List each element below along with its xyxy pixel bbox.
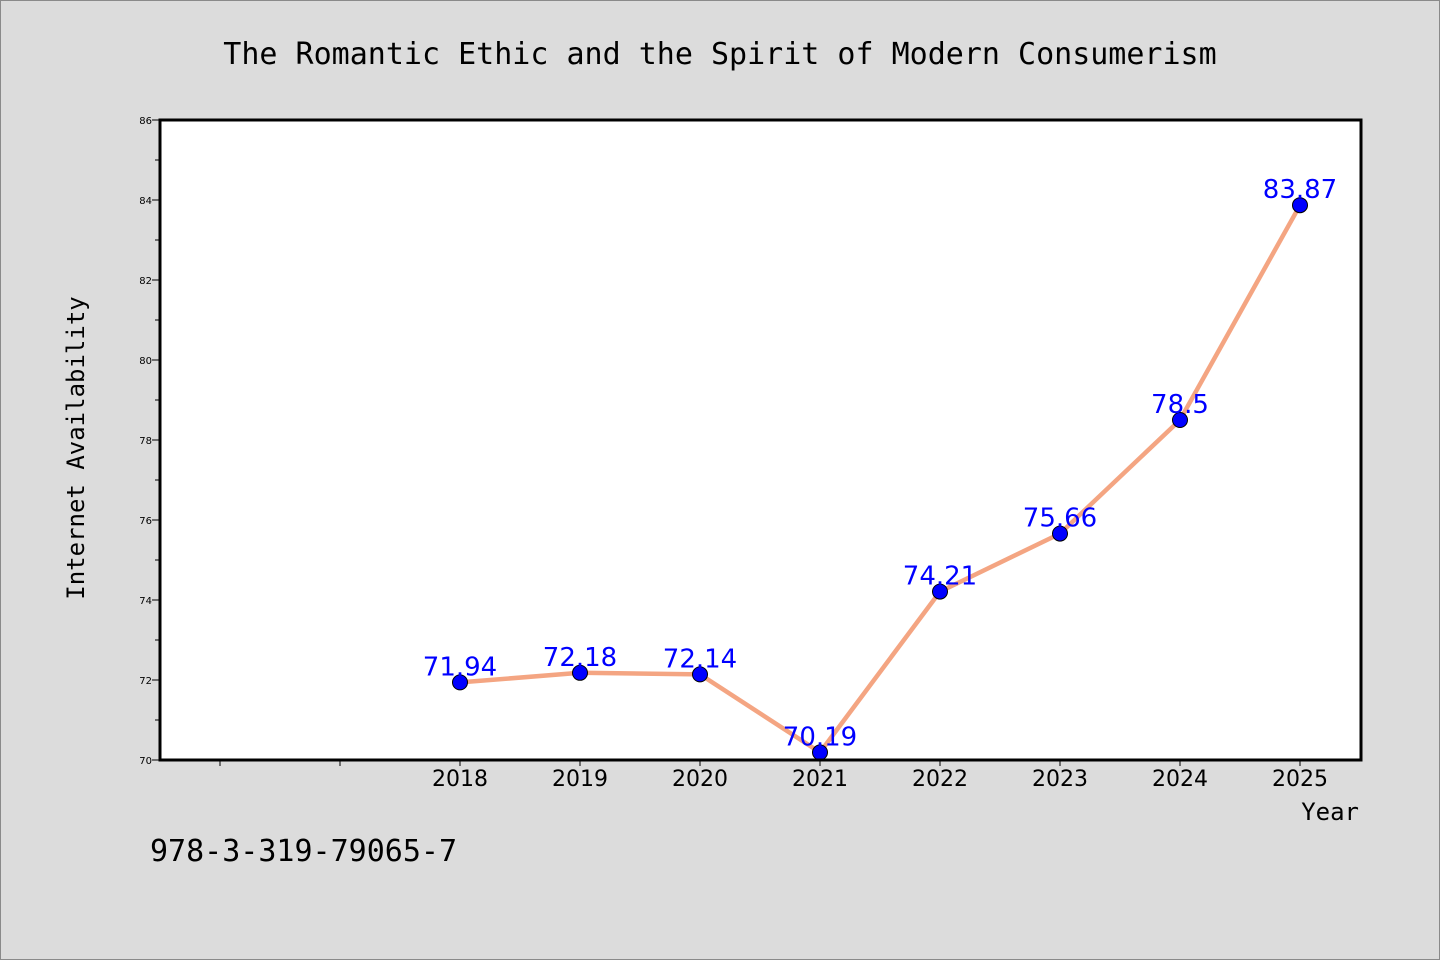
x-tick-label: 2019 (552, 767, 608, 792)
x-tick-label: 2020 (672, 767, 728, 792)
y-axis-label: Internet Availability (62, 296, 90, 599)
y-tick-label: 82 (139, 276, 152, 287)
y-tick-label: 72 (139, 676, 152, 687)
plot-border (158, 118, 1363, 762)
data-point-marker (452, 674, 468, 691)
data-point-marker (932, 583, 948, 600)
x-tick-label: 2021 (792, 767, 848, 792)
data-point-marker (692, 666, 708, 683)
plot-area (160, 120, 1361, 760)
y-tick-label: 74 (139, 596, 152, 607)
data-point-marker (1292, 197, 1308, 214)
y-tick-label: 76 (139, 516, 152, 527)
y-tick-label: 80 (139, 356, 152, 367)
data-point-marker (572, 664, 588, 681)
data-point-marker (1172, 412, 1188, 428)
y-axis-ticks: 70 72 74 76 78 80 82 84 86 (139, 116, 159, 767)
chart-title: The Romantic Ethic and the Spirit of Mod… (223, 37, 1216, 72)
x-axis-label: Year (1301, 798, 1359, 826)
y-tick-label: 84 (139, 196, 152, 207)
x-tick-label: 2024 (1152, 767, 1208, 792)
y-tick-label: 70 (139, 756, 152, 767)
x-tick-label: 2025 (1272, 767, 1328, 792)
series-line (457, 202, 1303, 755)
isbn-footer-text: 978-3-319-79065-7 (150, 834, 458, 869)
data-value-label: 83.87 (1263, 175, 1337, 205)
x-tick-label: 2018 (432, 767, 488, 792)
data-labels: 71.94 72.18 72.14 70.19 74.21 75.66 78.5 83.87 (423, 175, 1337, 752)
data-value-label: 74.21 (903, 562, 977, 592)
data-value-label: 71.94 (423, 652, 497, 682)
x-axis-ticks: 2018 2019 2020 2021 2022 2023 2024 2025 (219, 761, 1328, 792)
data-value-label: 72.18 (543, 643, 617, 673)
data-value-label: 75.66 (1023, 504, 1097, 534)
x-tick-label: 2022 (912, 767, 968, 792)
x-tick-label: 2023 (1032, 767, 1088, 792)
data-value-label: 78.5 (1151, 390, 1209, 420)
data-point-marker (1052, 525, 1068, 542)
data-markers (452, 197, 1308, 761)
y-tick-label: 78 (139, 436, 152, 447)
y-tick-label: 86 (139, 116, 152, 127)
data-value-label: 70.19 (783, 722, 857, 752)
data-value-label: 72.14 (663, 644, 737, 674)
